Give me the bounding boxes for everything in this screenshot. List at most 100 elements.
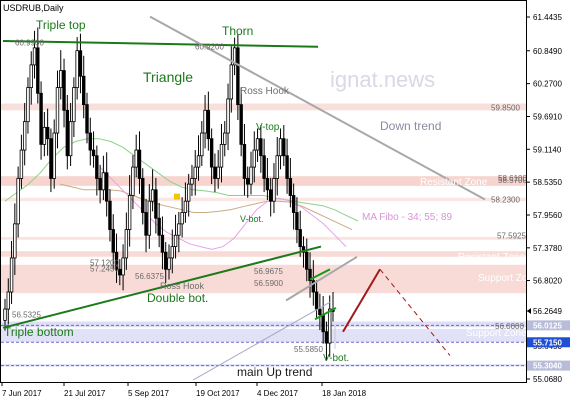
candle-body-71 (236, 47, 240, 106)
candle-body-18 (62, 70, 66, 111)
ma-line-2 (99, 166, 347, 250)
candle-body-47 (157, 217, 161, 236)
price-label-4: 58.5700 (498, 176, 527, 185)
candle-body-85 (282, 138, 286, 157)
candle-body-74 (246, 178, 250, 185)
candle-body-38 (127, 195, 132, 230)
candle-body-62 (206, 109, 211, 140)
trendline-flag-bot (314, 307, 337, 321)
candle-body-48 (160, 234, 165, 253)
candle-body-11 (39, 92, 43, 145)
ma-line-1 (59, 183, 353, 231)
candle-body-66 (219, 143, 224, 168)
candle-body-99 (328, 308, 332, 344)
y-tick-label-1: 60.8490 (533, 47, 562, 56)
annotation-3: Ross Hook (240, 86, 290, 97)
candle-body-50 (167, 257, 171, 270)
annotation-0: Triple top (36, 18, 86, 32)
candle-body-8 (29, 64, 33, 89)
price-label-12: 55.5850 (294, 345, 323, 354)
candle-body-86 (285, 155, 289, 179)
y-tick-label-3: 59.6910 (533, 113, 562, 122)
candle-body-12 (42, 126, 47, 145)
candle-body-9 (32, 47, 37, 66)
annotations: Triple top Thorn Triangle Ross Hook V-top Dow… (4, 18, 452, 379)
candle-body-20 (68, 121, 73, 157)
candle-body-19 (65, 109, 70, 157)
candle-body-75 (249, 166, 253, 185)
candle-body-40 (134, 149, 138, 168)
x-tick-label-1: 21 Jul 2017 (64, 389, 106, 398)
candle-body-32 (108, 200, 112, 230)
price-label-14: 56.6375 (135, 272, 164, 281)
trendline-forecast-up (342, 268, 381, 333)
candle-body-4 (16, 178, 20, 225)
candle-body-41 (137, 149, 142, 179)
candle-body-31 (104, 172, 109, 202)
y-tick-label-0: 61.4435 (533, 13, 562, 22)
candle-body-92 (305, 251, 309, 270)
x-tick-label-0: 7 Jun 2017 (2, 389, 42, 398)
y-tick-label-7: 57.3780 (533, 244, 562, 253)
candle-body-0 (3, 308, 7, 321)
y-tick-label-5: 58.5350 (533, 178, 562, 187)
candle-body-61 (203, 109, 207, 134)
candle-body-1 (6, 291, 10, 310)
zone-band-6 (1, 321, 526, 328)
candle-body-91 (301, 246, 306, 253)
trendline-main-up-trend (2, 245, 322, 329)
candles (3, 27, 335, 361)
y-tick-label-2: 60.2700 (533, 80, 562, 89)
candle-body-60 (200, 132, 204, 157)
moving-averages (4, 138, 359, 250)
symbol-label: USDRUB,Daily (3, 3, 64, 13)
candle-body-65 (216, 166, 220, 179)
candle-body-21 (72, 87, 76, 123)
trendline-up-trend-low (192, 301, 331, 381)
candle-body-67 (223, 132, 227, 145)
candle-body-23 (78, 50, 83, 77)
y-marker-label-1: 56.0125 (533, 321, 562, 330)
candle-body-53 (177, 223, 181, 236)
candle-body-90 (298, 229, 302, 247)
candle-body-26 (88, 132, 92, 151)
candle-body-89 (295, 212, 299, 230)
price-label-5: 58.2300 (491, 195, 520, 204)
price-label-11: 56.0000 (495, 322, 524, 331)
candle-body-28 (95, 155, 99, 179)
candle-body-55 (183, 200, 188, 213)
y-marker-label-0: 55.7150 (533, 338, 562, 347)
y-tick-label-8: 56.8020 (533, 277, 562, 286)
candle-body-83 (275, 155, 279, 179)
trendline-forecast-down (379, 268, 451, 356)
candle-body-58 (193, 166, 197, 179)
candle-body-33 (111, 229, 115, 253)
candle-body-15 (52, 132, 56, 179)
zone-labels: Resistant Zone resistant Resistant Zone Sup… (420, 177, 539, 380)
candle-body-5 (19, 149, 24, 179)
candle-body-16 (55, 87, 60, 134)
annotation-6: V-bot. (240, 214, 264, 224)
candle-body-96 (318, 308, 322, 316)
trendlines (2, 15, 486, 381)
x-tick-label-2: 5 Sep 2017 (128, 389, 169, 398)
zone-band-2 (1, 197, 526, 202)
price-label-8: 57.2450 (90, 265, 119, 274)
candle-body-87 (288, 178, 293, 196)
candle-body-76 (252, 149, 256, 168)
y-tick-label-4: 59.1140 (533, 145, 562, 154)
annotation-11: V-bot. (323, 353, 349, 364)
candle-body-88 (291, 195, 296, 213)
annotation-9: Ross Hook (160, 281, 205, 291)
candle-body-97 (321, 314, 325, 333)
annotation-4: V-top (256, 122, 280, 133)
x-tick-label-5: 18 Jan 2018 (322, 389, 367, 398)
candle-body-39 (131, 166, 135, 196)
zone-label-4: Support Zone (466, 328, 527, 339)
annotation-12: main Up trend (237, 365, 312, 379)
candle-body-78 (259, 138, 263, 157)
zone-band-0 (1, 103, 526, 111)
y-axis-panel (527, 0, 570, 400)
price-label-13: 56.5325 (12, 311, 41, 320)
candle-body-81 (268, 189, 273, 202)
